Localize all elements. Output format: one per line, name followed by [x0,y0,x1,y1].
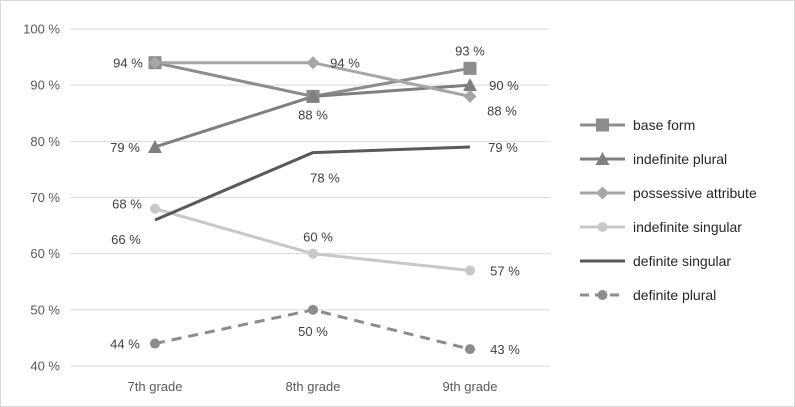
legend-label: indefinite singular [633,219,742,235]
legend-label: definite plural [633,287,716,303]
legend-label: indefinite plural [633,151,727,167]
data-point-indefinite-plural [306,89,320,103]
legend-swatch-marker [596,118,609,132]
gridlines [70,28,550,367]
legend-item-indefinite-plural: indefinite plural [580,151,727,167]
legend: base form indefinite plural possessive att… [580,117,757,303]
data-labels: 94 % 88 % 93 % 79 % 90 % 94 % 88 % 68 % 60 % 57 %… [110,43,520,357]
data-label-base-form: 88 % [298,107,328,122]
legend-item-definite-singular: definite singular [580,253,731,269]
data-point-definite-plural [308,304,318,315]
data-label-possessive-attribute: 88 % [487,103,517,118]
data-point-definite-plural [465,344,475,355]
legend-swatch-marker [596,186,609,200]
data-label-indefinite-plural: 90 % [489,78,519,93]
y-tick-label: 70 % [30,190,60,205]
y-axis-tick-labels: 40 % 50 % 60 % 70 % 80 % 90 % 100 % [23,22,60,374]
data-point-possessive-attribute [306,56,320,70]
data-label-indefinite-plural: 79 % [110,140,140,155]
data-label-definite-plural: 43 % [490,342,520,357]
data-label-base-form: 93 % [455,43,485,58]
series-line-definite-singular [154,145,471,222]
data-point-possessive-attribute [463,89,477,103]
legend-item-definite-plural: definite plural [580,287,716,303]
legend-item-base-form: base form [580,117,695,133]
legend-swatch-marker [595,152,610,165]
legend-swatch-marker [597,222,608,232]
data-label-definite-plural: 50 % [298,324,328,339]
y-tick-label: 100 % [23,22,60,37]
x-tick-label: 7th grade [128,379,183,394]
x-tick-label: 8th grade [286,379,341,394]
y-tick-label: 90 % [30,78,60,93]
data-point-indefinite-plural [463,78,477,92]
data-label-possessive-attribute: 94 % [330,56,360,71]
legend-item-possessive-attribute: possessive attribute [580,185,757,201]
legend-label: base form [633,117,695,133]
data-label-indefinite-singular: 60 % [303,230,333,245]
data-label-definite-singular: 78 % [310,171,340,186]
data-label-indefinite-singular: 57 % [490,264,520,279]
legend-label: definite singular [633,253,731,269]
data-label-definite-plural: 44 % [110,337,140,352]
data-point-possessive-attribute [148,56,162,70]
data-point-indefinite-singular [150,203,160,214]
data-label-base-form: 94 % [113,56,143,71]
x-axis-tick-labels: 7th grade 8th grade 9th grade [128,379,498,394]
y-tick-label: 40 % [30,359,60,374]
x-tick-label: 9th grade [443,379,498,394]
y-tick-label: 60 % [30,246,60,261]
data-label-definite-singular: 66 % [111,232,141,247]
data-point-base-form [463,61,477,75]
series-markers [148,56,477,355]
legend-item-indefinite-singular: indefinite singular [580,219,742,235]
legend-swatch-marker [597,290,608,300]
data-point-indefinite-singular [465,265,475,276]
data-label-indefinite-singular: 68 % [112,197,142,212]
data-label-definite-singular: 79 % [488,140,518,155]
y-tick-label: 50 % [30,302,60,317]
legend-label: possessive attribute [633,185,757,201]
data-point-indefinite-plural [148,139,162,153]
data-point-definite-plural [150,338,160,349]
data-point-indefinite-singular [308,248,318,259]
y-tick-label: 80 % [30,134,60,149]
